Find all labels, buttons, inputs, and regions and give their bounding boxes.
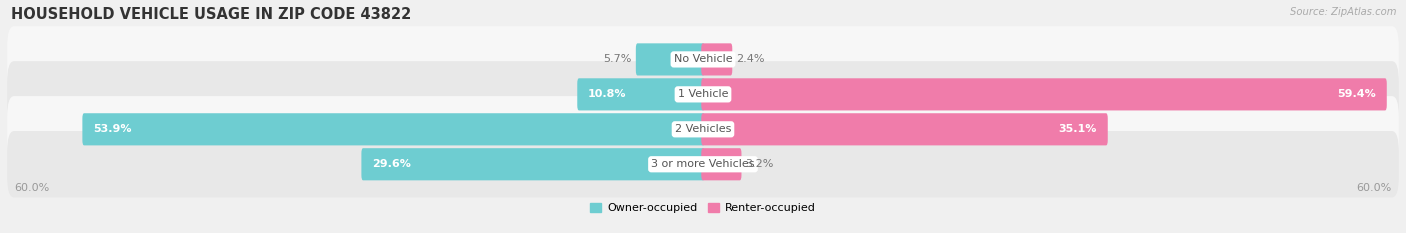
FancyBboxPatch shape bbox=[7, 61, 1399, 128]
FancyBboxPatch shape bbox=[7, 131, 1399, 197]
Text: HOUSEHOLD VEHICLE USAGE IN ZIP CODE 43822: HOUSEHOLD VEHICLE USAGE IN ZIP CODE 4382… bbox=[11, 7, 412, 22]
FancyBboxPatch shape bbox=[702, 113, 1108, 145]
Text: 60.0%: 60.0% bbox=[14, 184, 49, 193]
FancyBboxPatch shape bbox=[636, 43, 704, 75]
Text: 59.4%: 59.4% bbox=[1337, 89, 1376, 99]
Text: 10.8%: 10.8% bbox=[588, 89, 627, 99]
Text: 53.9%: 53.9% bbox=[93, 124, 132, 134]
Text: 2.4%: 2.4% bbox=[737, 55, 765, 64]
Text: No Vehicle: No Vehicle bbox=[673, 55, 733, 64]
FancyBboxPatch shape bbox=[83, 113, 704, 145]
FancyBboxPatch shape bbox=[702, 43, 733, 75]
Text: 5.7%: 5.7% bbox=[603, 55, 631, 64]
FancyBboxPatch shape bbox=[7, 26, 1399, 93]
FancyBboxPatch shape bbox=[702, 78, 1386, 110]
Text: 1 Vehicle: 1 Vehicle bbox=[678, 89, 728, 99]
Legend: Owner-occupied, Renter-occupied: Owner-occupied, Renter-occupied bbox=[586, 199, 820, 218]
FancyBboxPatch shape bbox=[361, 148, 704, 180]
FancyBboxPatch shape bbox=[702, 148, 741, 180]
Text: 3 or more Vehicles: 3 or more Vehicles bbox=[651, 159, 755, 169]
Text: 29.6%: 29.6% bbox=[373, 159, 411, 169]
FancyBboxPatch shape bbox=[7, 96, 1399, 163]
Text: 2 Vehicles: 2 Vehicles bbox=[675, 124, 731, 134]
Text: Source: ZipAtlas.com: Source: ZipAtlas.com bbox=[1289, 7, 1396, 17]
FancyBboxPatch shape bbox=[578, 78, 704, 110]
Text: 60.0%: 60.0% bbox=[1357, 184, 1392, 193]
Text: 35.1%: 35.1% bbox=[1059, 124, 1097, 134]
Text: 3.2%: 3.2% bbox=[745, 159, 773, 169]
